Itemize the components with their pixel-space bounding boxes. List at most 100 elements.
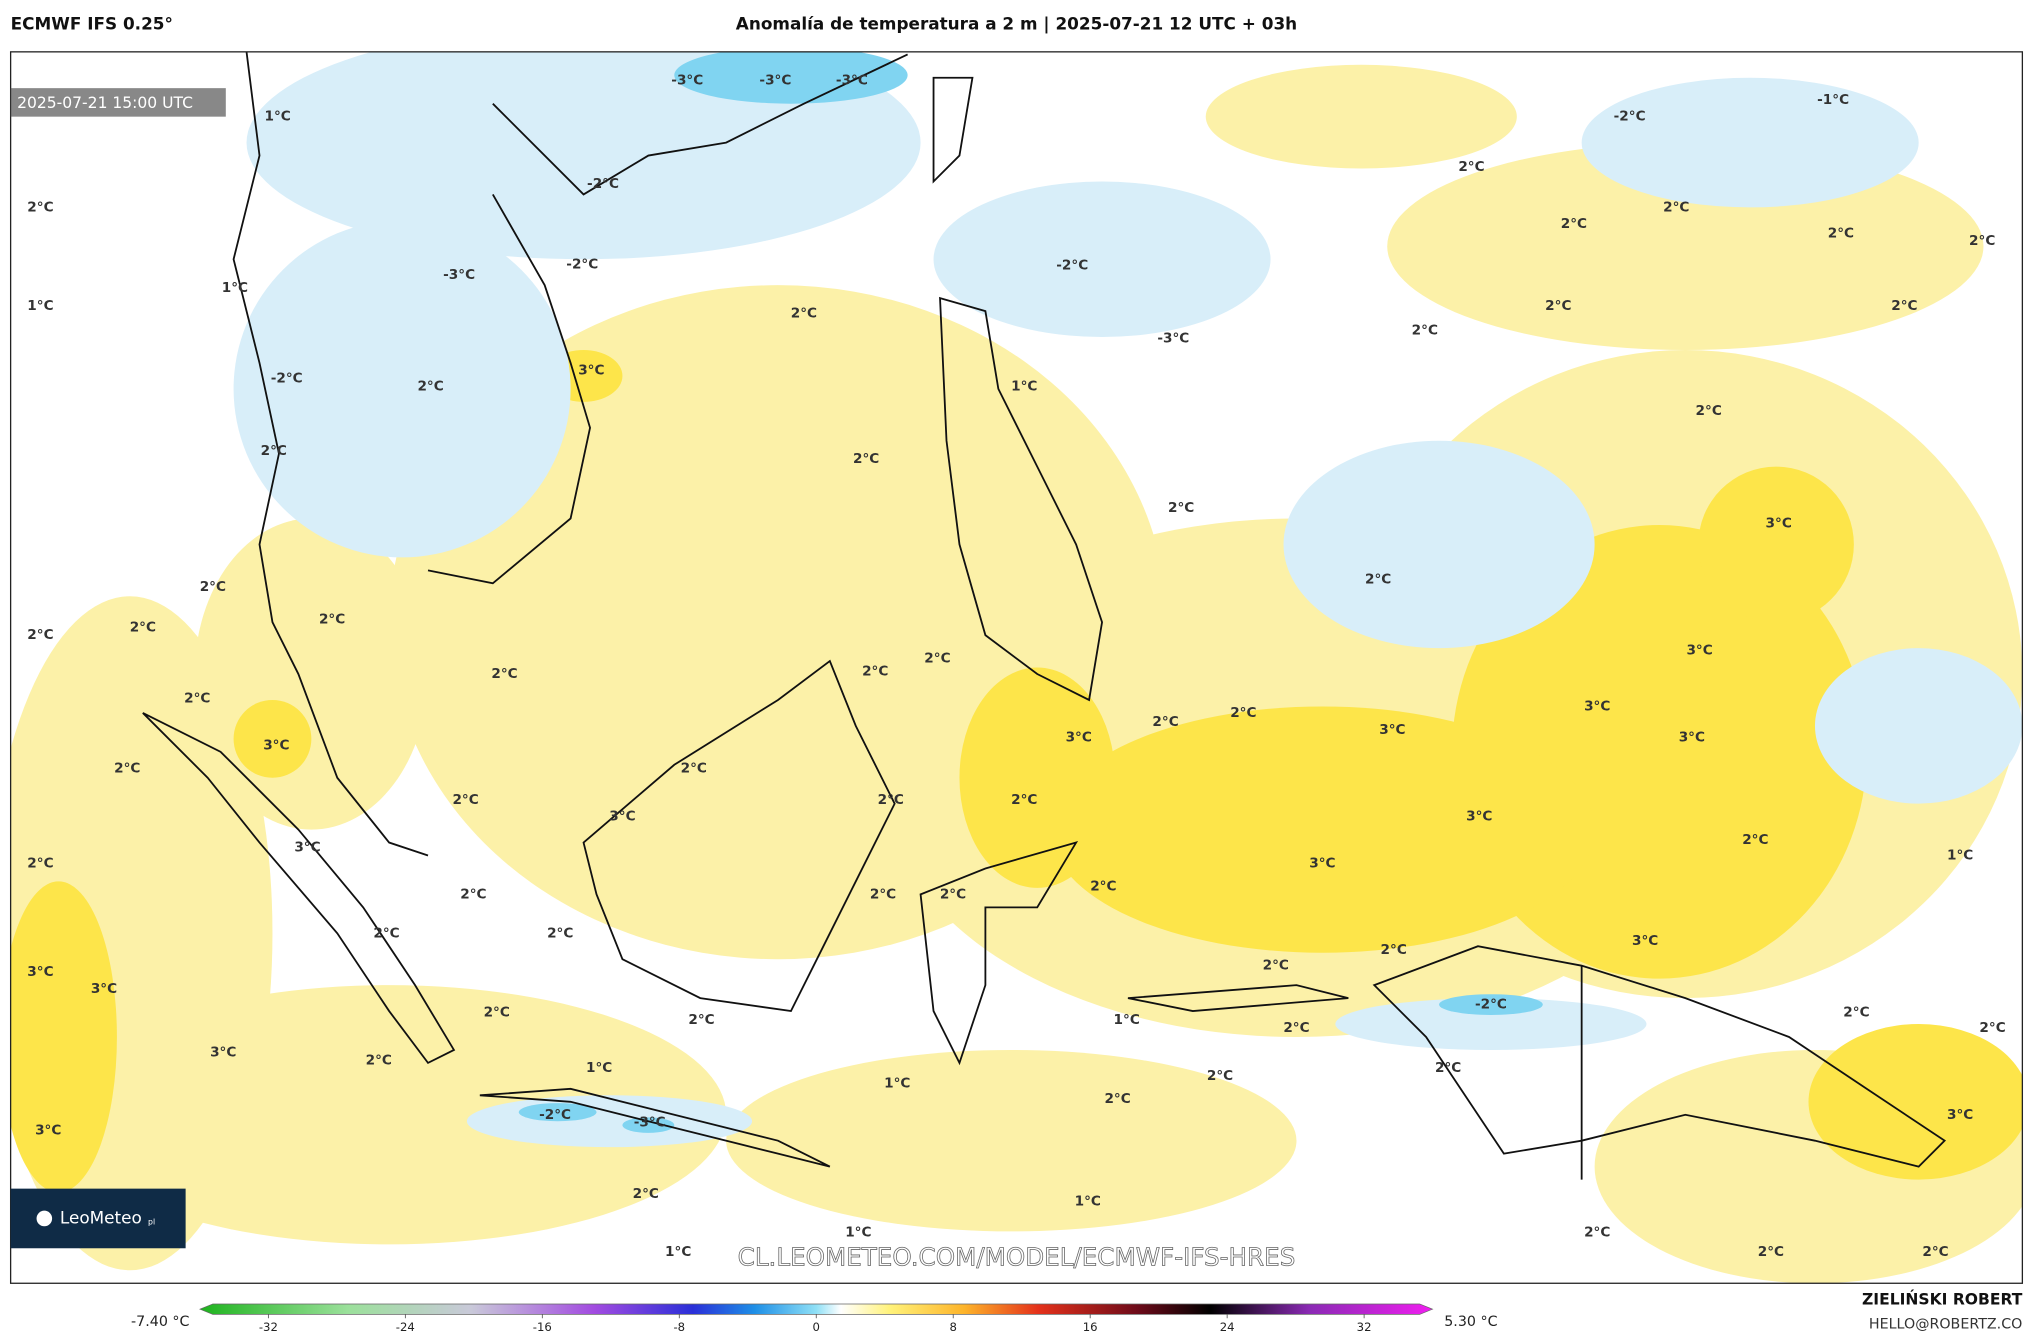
contour-label: 2°C	[1922, 1244, 1948, 1260]
colorbar-bar	[199, 1303, 1434, 1315]
contour-label: 2°C	[1663, 199, 1689, 215]
colorbar-tick-label: 24	[1220, 1320, 1235, 1334]
contour-label: 2°C	[452, 792, 478, 808]
contour-label: 2°C	[1584, 1225, 1610, 1241]
valid-time-box	[10, 88, 226, 117]
contour-label: 2°C	[1283, 1020, 1309, 1036]
colorbar-tick-label: -32	[259, 1320, 278, 1334]
contour-label: 2°C	[114, 761, 140, 777]
colorbar-tick-label: -24	[396, 1320, 415, 1334]
contour-label: 2°C	[130, 619, 156, 635]
colorbar-tick-label: 0	[813, 1320, 820, 1334]
colorbar-tick-label: 32	[1357, 1320, 1372, 1334]
contour-label: 3°C	[210, 1045, 236, 1061]
colorbar-tick-label: 16	[1083, 1320, 1098, 1334]
contour-label: 2°C	[27, 627, 53, 643]
contour-label: 2°C	[1152, 714, 1178, 730]
contour-label: -2°C	[1614, 109, 1646, 125]
contour-label: -2°C	[566, 256, 598, 272]
anomaly-blue	[518, 51, 1543, 1133]
colorbar: -32 -24 -16 -8 0 8 16 24 32	[199, 1303, 1434, 1334]
contour-label: 3°C	[91, 981, 117, 997]
contour-label: 2°C	[1828, 225, 1854, 241]
logo-text: LeoMeteo	[60, 1207, 142, 1227]
contour-label: 2°C	[853, 451, 879, 467]
contour-label: 2°C	[27, 199, 53, 215]
valid-time: 2025-07-21 15:00 UTC	[17, 94, 193, 112]
contour-label: 2°C	[1230, 705, 1256, 721]
contour-label: 2°C	[27, 855, 53, 871]
contour-label: 2°C	[261, 443, 287, 459]
contour-label: 2°C	[1458, 159, 1484, 175]
contour-label: 3°C	[294, 840, 320, 856]
contour-label: 2°C	[373, 925, 399, 941]
contour-label: 2°C	[1545, 298, 1571, 314]
contour-label: -3°C	[836, 72, 868, 88]
contour-label: 2°C	[1969, 233, 1995, 249]
contour-label: 2°C	[1207, 1068, 1233, 1084]
contour-label: 2°C	[1843, 1004, 1869, 1020]
contour-label: 2°C	[791, 306, 817, 322]
contour-label: 1°C	[845, 1225, 871, 1241]
contour-label: 1°C	[1114, 1012, 1140, 1028]
contour-label: 2°C	[1758, 1244, 1784, 1260]
colorbar-tick-label: -16	[533, 1320, 552, 1334]
contour-label: 2°C	[460, 886, 486, 902]
contour-label: 1°C	[1075, 1194, 1101, 1210]
contour-label: 2°C	[633, 1186, 659, 1202]
coastlines	[142, 51, 1947, 1180]
contour-label: 1°C	[265, 109, 291, 125]
map-frame	[9, 51, 2024, 1284]
contour-label: 2°C	[1381, 942, 1407, 958]
contour-label: 2°C	[862, 663, 888, 679]
contour-label: -3°C	[634, 1115, 666, 1131]
contour-label: 3°C	[1766, 516, 1792, 532]
contour-label: 2°C	[200, 579, 226, 595]
contour-label: 2°C	[366, 1052, 392, 1068]
contour-label: 2°C	[1561, 216, 1587, 232]
contour-label: 3°C	[1679, 730, 1705, 746]
watermark: CL.LEOMETEO.COM/MODEL/ECMWF-IFS-HRES	[738, 1243, 1296, 1272]
contour-label: -3°C	[671, 72, 703, 88]
logo-suffix: pl	[148, 1217, 155, 1226]
contour-label: 3°C	[1947, 1107, 1973, 1123]
contour-label: 3°C	[1686, 643, 1712, 659]
contour-label: 2°C	[1742, 832, 1768, 848]
map-field: -3°C -3°C -3°C 1°C -1°C -2°C -2°C 2°C 2°C 2°C 2°C 2…	[10, 51, 2023, 1284]
contour-label: 3°C	[35, 1122, 61, 1138]
contour-label: 2°C	[319, 612, 345, 628]
contour-label: 1°C	[222, 280, 248, 296]
contour-label: 3°C	[1632, 933, 1658, 949]
contour-label: -2°C	[1475, 997, 1507, 1013]
contour-label: -3°C	[759, 72, 791, 88]
contour-label: 3°C	[609, 809, 635, 825]
contour-label: -3°C	[443, 267, 475, 283]
contour-labels: -3°C -3°C -3°C 1°C -1°C -2°C -2°C 2°C 2°C 2°C 2°C 2…	[27, 72, 2005, 1260]
contour-label: 2°C	[1168, 500, 1194, 516]
contour-label: -2°C	[587, 176, 619, 192]
contour-label: 3°C	[263, 737, 289, 753]
contour-label: 2°C	[1435, 1060, 1461, 1076]
contour-label: 2°C	[1979, 1020, 2005, 1036]
contour-label: -1°C	[1817, 92, 1849, 108]
contour-label: 3°C	[1309, 855, 1335, 871]
colorbar-tick-label: -8	[673, 1320, 685, 1334]
contour-label: 2°C	[1365, 571, 1391, 587]
contour-label: 1°C	[27, 298, 53, 314]
model-name: ECMWF IFS 0.25°	[11, 14, 173, 34]
contour-label: 3°C	[1466, 809, 1492, 825]
colorbar-max: 5.30 °C	[1444, 1314, 1497, 1330]
contour-label: 3°C	[27, 964, 53, 980]
contour-label: -3°C	[1157, 330, 1189, 346]
contour-label: 2°C	[878, 792, 904, 808]
map-title: Anomalía de temperatura a 2 m | 2025-07-…	[736, 14, 1297, 34]
anomaly-light-blue	[233, 51, 2023, 1148]
contour-label: 2°C	[870, 886, 896, 902]
contour-label: 2°C	[1891, 298, 1917, 314]
contour-label: 1°C	[1011, 378, 1037, 394]
contour-label: 3°C	[1066, 730, 1092, 746]
contour-label: 2°C	[184, 691, 210, 707]
contour-label: -2°C	[539, 1107, 571, 1123]
